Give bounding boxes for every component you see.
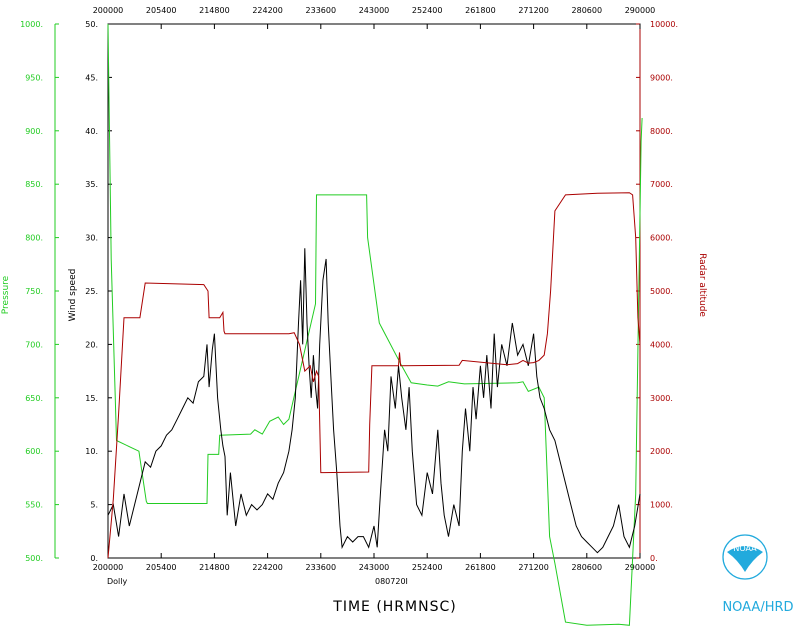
y-tick-label: 5000. [650,287,673,296]
x-tick-label-bottom: 214800 [199,563,230,572]
x-tick-label-top: 214800 [199,6,230,15]
storm-name: Dolly [107,577,128,586]
x-tick-label-top: 290000 [625,6,656,15]
x-tick-label-top: 271200 [518,6,549,15]
y-tick-label: 15. [85,394,98,403]
y-tick-label: 650. [25,394,43,403]
y-tick-label: 550. [25,501,43,510]
time-axis-label: TIME (HRMNSC) [332,599,456,615]
altitude-axis-title: Radar altitude [697,253,707,317]
y-tick-label: 6000. [650,234,673,243]
agency-label: NOAA/HRD [722,600,793,615]
series-lines [107,23,643,626]
pressure-line [107,23,643,626]
y-tick-label: 800. [25,234,43,243]
x-tick-label-top: 205400 [146,6,177,15]
x-tick-label-bottom: 280600 [572,563,603,572]
y-tick-label: 900. [25,127,43,136]
wind-speed-line [107,248,641,554]
y-tick-label: 700. [25,340,43,349]
noaa-logo-text: NOAA [733,544,757,553]
y-tick-label: 1000. [650,501,673,510]
y-tick-label: 950. [25,73,43,82]
x-tick-label-top: 233600 [306,6,337,15]
x-tick-label-bottom: 233600 [306,563,337,572]
x-tick-label-bottom: 271200 [518,563,549,572]
y-tick-label: 40. [85,127,98,136]
y-tick-label: 8000. [650,127,673,136]
y-tick-label: 45. [85,73,98,82]
radar-altitude-line [107,192,641,559]
pressure-axis: 500. 550. 600. 650. 700. 750. 800. 850. 900. 950.… [20,20,59,563]
y-tick-label: 750. [25,287,43,296]
plot-border [107,23,641,559]
wind-speed-axis: 0. 5. 10. 15. 20. 25. 30. 35. 40. 45. 50. [85,20,112,563]
y-tick-label: 2000. [650,447,673,456]
y-tick-label: 7000. [650,180,673,189]
x-tick-label-top: 261800 [465,6,496,15]
radar-altitude-axis: 0. 1000. 2000. 3000. 4000. 5000. 6000. 7000. 800… [636,20,678,563]
pressure-axis-title: Pressure [1,275,11,314]
y-tick-label: 0. [90,554,98,563]
y-tick-label: 600. [25,447,43,456]
x-tick-label-bottom: 290000 [625,563,656,572]
x-tick-label-bottom: 224200 [252,563,283,572]
y-tick-label: 5. [90,501,98,510]
y-tick-label: 4000. [650,340,673,349]
y-tick-label: 0. [650,554,658,563]
y-tick-label: 10000. [650,20,678,29]
y-tick-label: 10. [85,447,98,456]
y-tick-label: 30. [85,234,98,243]
x-tick-label-top: 252400 [412,6,443,15]
y-tick-label: 1000. [20,20,43,29]
y-tick-label: 9000. [650,73,673,82]
time-axis: 200000 200000 205400 205400 214800 214800 2242… [93,6,656,572]
x-tick-label-bottom: 205400 [146,563,177,572]
y-tick-label: 35. [85,180,98,189]
plot-frame [107,23,641,559]
x-tick-label-bottom: 200000 [93,563,124,572]
noaa-logo: NOAA [722,534,768,580]
x-tick-label-bottom: 243000 [359,563,390,572]
y-tick-label: 3000. [650,394,673,403]
y-tick-label: 20. [85,340,98,349]
x-tick-label-bottom: 261800 [465,563,496,572]
y-tick-label: 850. [25,180,43,189]
x-tick-label-top: 200000 [93,6,124,15]
x-tick-label-bottom: 252400 [412,563,443,572]
x-tick-label-top: 280600 [572,6,603,15]
y-tick-label: 50. [85,20,98,29]
wind-axis-title: Wind speed [68,269,78,322]
y-tick-label: 25. [85,287,98,296]
x-tick-label-top: 224200 [252,6,283,15]
date-code: 080720I [375,577,408,586]
x-tick-label-top: 243000 [359,6,390,15]
y-tick-label: 500. [25,554,43,563]
